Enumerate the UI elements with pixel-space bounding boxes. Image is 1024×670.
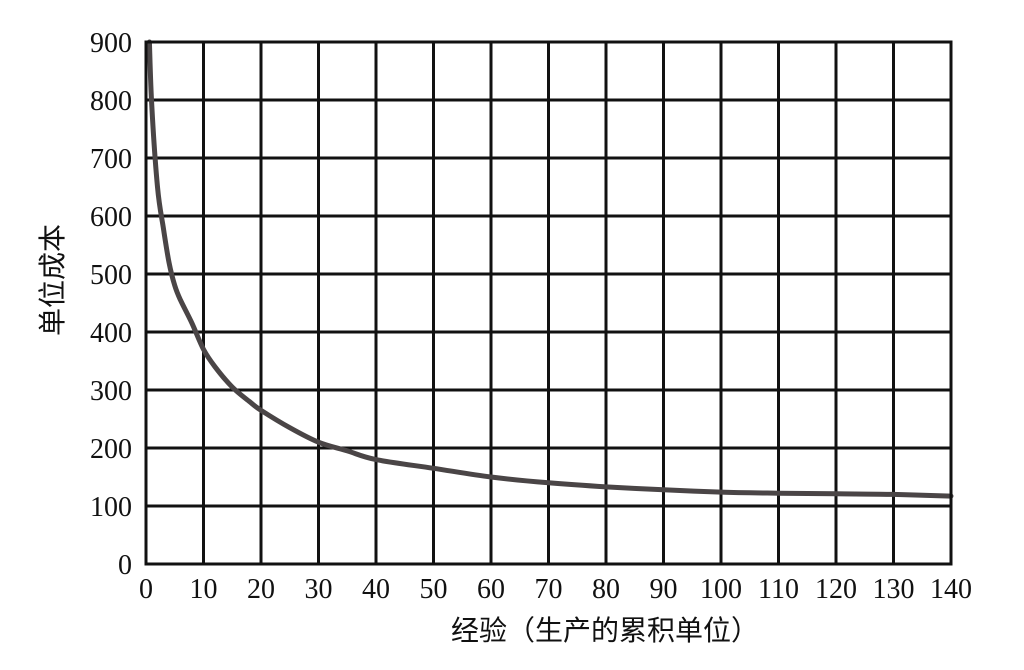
x-tick-label: 0	[139, 574, 153, 605]
x-tick-labels: 0 10 20 30 40 50 60 70 80 90 100 110 120 130 140	[139, 574, 972, 605]
y-tick-label: 200	[90, 434, 132, 465]
x-tick-label: 30	[305, 574, 333, 605]
x-tick-label: 130	[873, 574, 915, 605]
x-tick-label: 110	[758, 574, 799, 605]
y-axis-title: 单位成本	[36, 224, 69, 336]
x-tick-label: 140	[930, 574, 972, 605]
x-tick-label: 80	[592, 574, 620, 605]
y-tick-label: 800	[90, 86, 132, 117]
y-tick-label: 700	[90, 144, 132, 175]
x-axis-title: 经验（生产的累积单位）	[451, 614, 759, 647]
x-tick-label: 100	[700, 574, 742, 605]
y-tick-labels: 0 100 200 300 400 500 600 700 800 900	[90, 28, 132, 581]
x-tick-label: 40	[362, 574, 390, 605]
x-tick-label: 90	[650, 574, 678, 605]
x-tick-label: 120	[815, 574, 857, 605]
plot-frame	[144, 40, 953, 566]
y-tick-label: 600	[90, 202, 132, 233]
grid	[144, 40, 953, 566]
x-tick-label: 20	[247, 574, 275, 605]
y-tick-label: 400	[90, 318, 132, 349]
x-tick-label: 60	[477, 574, 505, 605]
x-tick-label: 10	[190, 574, 218, 605]
y-tick-label: 900	[90, 28, 132, 59]
y-tick-label: 0	[118, 550, 132, 581]
x-tick-label: 50	[420, 574, 448, 605]
y-tick-label: 300	[90, 376, 132, 407]
y-tick-label: 100	[90, 492, 132, 523]
x-tick-label: 70	[535, 574, 563, 605]
y-tick-label: 500	[90, 260, 132, 291]
series-line	[146, 39, 954, 499]
